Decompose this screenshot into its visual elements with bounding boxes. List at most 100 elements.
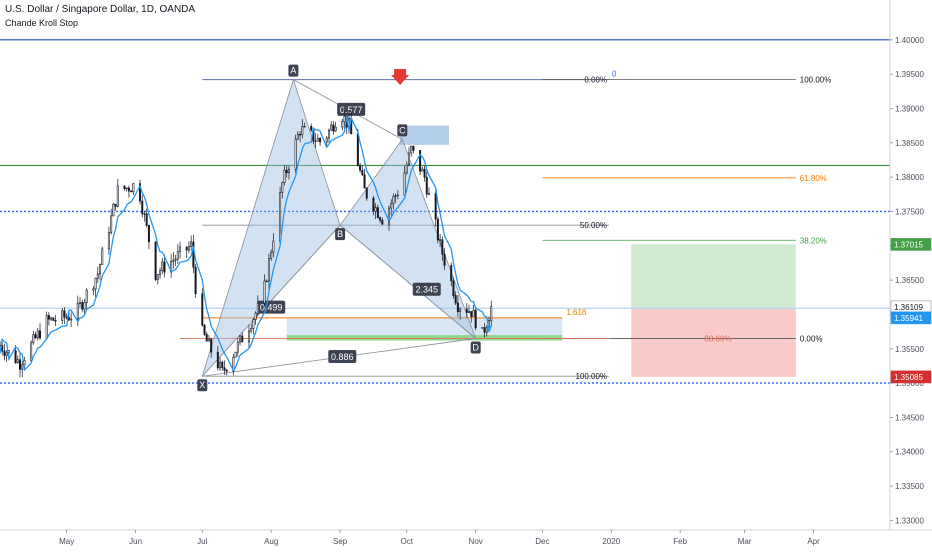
candle-body [159, 270, 162, 275]
candle-body [301, 126, 304, 135]
candle-body [63, 310, 66, 318]
candle-body [436, 218, 439, 241]
ratio-label: 0.499 [260, 303, 283, 313]
fib-level-label: 0.00% [584, 76, 607, 85]
candle-body [101, 248, 104, 265]
pivot-label: X [199, 380, 205, 390]
x-tick-label: Nov [469, 537, 483, 546]
x-tick-label: Feb [673, 537, 687, 546]
y-tick-label: 1.38500 [895, 139, 924, 148]
candle-body [325, 137, 328, 143]
candle-body [50, 317, 53, 320]
candle-body [32, 334, 35, 344]
y-tick-label: 1.38000 [895, 173, 924, 182]
y-tick-label: 1.40000 [895, 36, 924, 45]
pivot-badge [397, 124, 408, 137]
candle-body [81, 302, 84, 310]
x-tick-label: Mar [738, 537, 752, 546]
candle-body [396, 194, 399, 197]
candle-body [125, 187, 128, 190]
candle-body [185, 246, 188, 251]
candle-body [485, 326, 488, 333]
pivot-badge [197, 379, 208, 392]
candle-body [45, 315, 48, 339]
candle-body [303, 126, 306, 128]
price-label-stop_line: 1.35941 [890, 311, 932, 325]
candle-body [283, 169, 286, 183]
candle-body [139, 183, 142, 202]
x-tick-label: Sep [333, 537, 348, 546]
candle-body [441, 239, 444, 255]
candle-body [281, 182, 284, 193]
fib-ext-label: 0.00% [800, 334, 823, 343]
candle-body [256, 302, 259, 314]
candle-body [450, 265, 453, 282]
candle-body [114, 203, 117, 207]
candle-body [54, 320, 57, 322]
candle-body [221, 361, 224, 369]
prz-zone [286, 317, 563, 336]
candle-body [392, 196, 395, 204]
harmonic-leg [339, 224, 476, 339]
candle-body [76, 302, 79, 320]
x-tick-label: 2020 [602, 537, 620, 546]
candle-body [365, 187, 368, 199]
candle-body [265, 280, 268, 283]
candle-body [363, 174, 366, 189]
candle-body [254, 312, 257, 320]
candle-body [65, 316, 68, 319]
price-label-last: 1.36109 [890, 300, 932, 314]
indicator-name: Chande Kroll Stop [5, 18, 79, 28]
candle-body [5, 352, 8, 356]
candle-body [83, 301, 86, 310]
candle-body [403, 172, 406, 196]
candle-body [483, 327, 486, 333]
candle-body [287, 168, 290, 174]
candle-body [270, 251, 273, 259]
pivot-badge [470, 341, 481, 354]
candle-body [359, 165, 362, 171]
candle-body [250, 328, 253, 332]
fib-886-label: 88.60% [704, 334, 731, 343]
candle-body [394, 195, 397, 197]
candle-body [210, 338, 213, 353]
candle-body [34, 334, 37, 339]
candle-body [314, 140, 317, 143]
candle-body [341, 121, 344, 128]
candle-body [19, 359, 21, 370]
candle-body [425, 176, 428, 195]
candle-body [252, 319, 255, 329]
price-label-text: 1.35085 [894, 373, 923, 382]
y-tick-label: 1.34000 [895, 448, 924, 457]
candle-body [123, 185, 126, 189]
candle-body [112, 203, 115, 217]
candle-body [234, 351, 237, 358]
candle-body [410, 145, 413, 154]
candle-body [216, 351, 219, 369]
y-tick-label: 1.37500 [895, 207, 924, 216]
x-tick-label: Oct [401, 537, 414, 546]
candle-body [376, 207, 379, 218]
candle-body [423, 168, 426, 178]
price-label-stop: 1.35085 [890, 370, 932, 384]
candle-body [36, 330, 39, 339]
price-label-target: 1.37015 [890, 238, 932, 251]
candle-body [161, 261, 164, 272]
candle-body [361, 169, 364, 176]
profit-zone [631, 244, 796, 309]
candle-body [154, 241, 157, 280]
candle-body [132, 183, 135, 193]
y-tick-label: 1.39000 [895, 104, 924, 113]
price-label-bg [890, 370, 932, 384]
candle-body [187, 246, 190, 251]
candle-body [21, 364, 24, 370]
candle-body [47, 315, 50, 320]
chart-title: U.S. Dollar / Singapore Dollar, 1D, OAND… [5, 4, 196, 15]
candle-body [474, 309, 477, 329]
candle-body [94, 277, 97, 290]
candle-body [412, 145, 415, 151]
candle-body [174, 258, 177, 261]
candle-body [327, 129, 330, 139]
